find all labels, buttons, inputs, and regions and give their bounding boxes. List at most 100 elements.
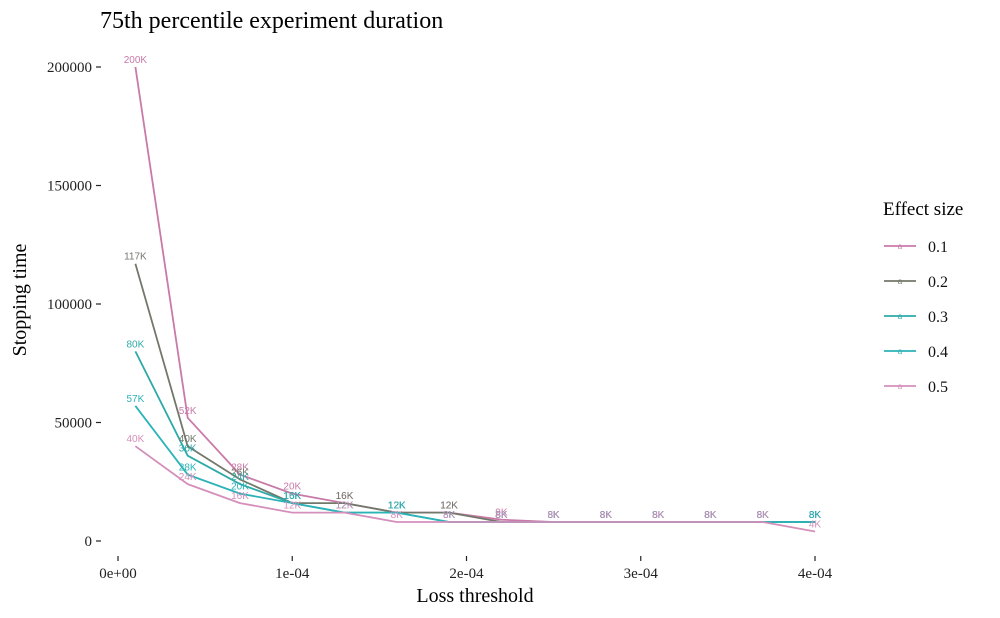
y-tick-label: 100000	[47, 297, 92, 313]
data-label: 8K	[809, 510, 822, 521]
data-label: 12K	[440, 501, 458, 512]
data-label: 8K	[704, 510, 717, 521]
data-label: 20K	[283, 482, 301, 493]
legend-label: 0.1	[928, 239, 948, 256]
x-axis-title: Loss threshold	[416, 585, 533, 607]
data-label: 8K	[652, 510, 665, 521]
data-label: 8K	[600, 510, 613, 521]
data-label: 12K	[388, 501, 406, 512]
legend-key-glyph: a	[898, 277, 903, 286]
data-label: 8K	[443, 510, 456, 521]
legend-item: a 0.3	[884, 309, 948, 326]
data-label: 28K	[231, 463, 249, 474]
y-tick-label: 200000	[47, 60, 92, 76]
data-label: 8K	[600, 510, 613, 521]
data-label: 8K	[704, 510, 717, 521]
series-line-0.5	[134, 445, 816, 533]
data-label: 8K	[443, 510, 456, 521]
x-tick-label: 1e-04	[275, 566, 310, 582]
data-label: 8K	[757, 510, 770, 521]
y-tick-label: 150000	[47, 179, 92, 195]
data-label: 16K	[336, 491, 354, 502]
data-label: 8K	[652, 510, 665, 521]
data-label: 12K	[388, 501, 406, 512]
data-label: 8K	[547, 510, 560, 521]
data-label: 8K	[600, 510, 613, 521]
data-label: 8K	[547, 510, 560, 521]
data-label: 8K	[547, 510, 560, 521]
data-label: 16K	[283, 491, 301, 502]
data-label: 117K	[124, 252, 147, 263]
legend-label: 0.2	[928, 274, 948, 291]
legend-item: a 0.4	[884, 344, 948, 361]
series-line-0.1	[134, 66, 815, 523]
data-label: 12K	[440, 501, 458, 512]
data-label: 8K	[704, 510, 717, 521]
data-label: 24K	[179, 472, 197, 483]
data-label: 40K	[179, 434, 197, 445]
legend: Effect size a 0.1 a 0.2 a 0.3 a 0.4 a 0.5	[883, 199, 963, 396]
y-tick-label: 50000	[55, 416, 93, 432]
data-label: 8K	[652, 510, 665, 521]
data-label: 8K	[495, 510, 508, 521]
x-tick-label: 0e+00	[99, 566, 137, 582]
x-tick-label: 3e-04	[624, 566, 659, 582]
legend-key-glyph: a	[898, 242, 903, 251]
legend-key-glyph: a	[898, 312, 903, 321]
x-tick-label: 4e-04	[798, 566, 833, 582]
data-label: 8K	[757, 510, 770, 521]
data-label: 16K	[283, 491, 301, 502]
data-label: 8K	[757, 510, 770, 521]
data-label: 36K	[179, 444, 197, 455]
data-label: 8K	[652, 510, 665, 521]
legend-key-glyph: a	[898, 347, 903, 356]
data-label: 8K	[495, 510, 508, 521]
data-label: 57K	[127, 394, 145, 405]
data-label: 16K	[231, 491, 249, 502]
legend-label: 0.5	[928, 379, 948, 396]
data-label: 12K	[336, 501, 354, 512]
data-label: 8K	[652, 510, 665, 521]
legend-label: 0.3	[928, 309, 948, 326]
data-label: 12K	[388, 501, 406, 512]
data-label: 24K	[231, 472, 249, 483]
data-label: 8K	[704, 510, 717, 521]
legend-title: Effect size	[883, 199, 963, 220]
data-label: 8K	[809, 510, 822, 521]
legend-item: a 0.5	[884, 379, 948, 396]
data-label: 8K	[757, 510, 770, 521]
y-tick-label: 0	[85, 534, 93, 550]
data-label: 12K	[283, 501, 301, 512]
legend-label: 0.4	[928, 344, 948, 361]
data-label: 26K	[231, 467, 249, 478]
data-label: 12K	[336, 501, 354, 512]
y-axis: 0 50000 100000 150000 200000	[47, 60, 101, 550]
series-lines	[134, 66, 816, 533]
data-label: 8K	[704, 510, 717, 521]
data-label: 8K	[443, 510, 456, 521]
data-label: 20K	[231, 482, 249, 493]
data-label: 16K	[283, 491, 301, 502]
x-axis: 0e+00 1e-04 2e-04 3e-04 4e-04	[99, 556, 833, 582]
data-label: 8K	[495, 510, 508, 521]
legend-item: a 0.2	[884, 274, 948, 291]
data-label: 8K	[809, 510, 822, 521]
data-label: 52K	[179, 406, 197, 417]
legend-items: a 0.1 a 0.2 a 0.3 a 0.4 a 0.5	[884, 239, 948, 396]
data-label: 16K	[336, 491, 354, 502]
data-label: 8K	[600, 510, 613, 521]
data-label: 8K	[547, 510, 560, 521]
data-label: 4K	[809, 520, 822, 531]
data-label: 9K	[495, 508, 508, 519]
data-label: 8K	[757, 510, 770, 521]
data-label: 8K	[547, 510, 560, 521]
data-label: 80K	[127, 339, 145, 350]
y-axis-title: Stopping time	[9, 243, 31, 356]
chart-title: 75th percentile experiment duration	[100, 8, 443, 34]
data-label: 8K	[391, 510, 404, 521]
data-label: 28K	[179, 463, 197, 474]
data-label: 8K	[809, 510, 822, 521]
data-label: 12K	[388, 501, 406, 512]
